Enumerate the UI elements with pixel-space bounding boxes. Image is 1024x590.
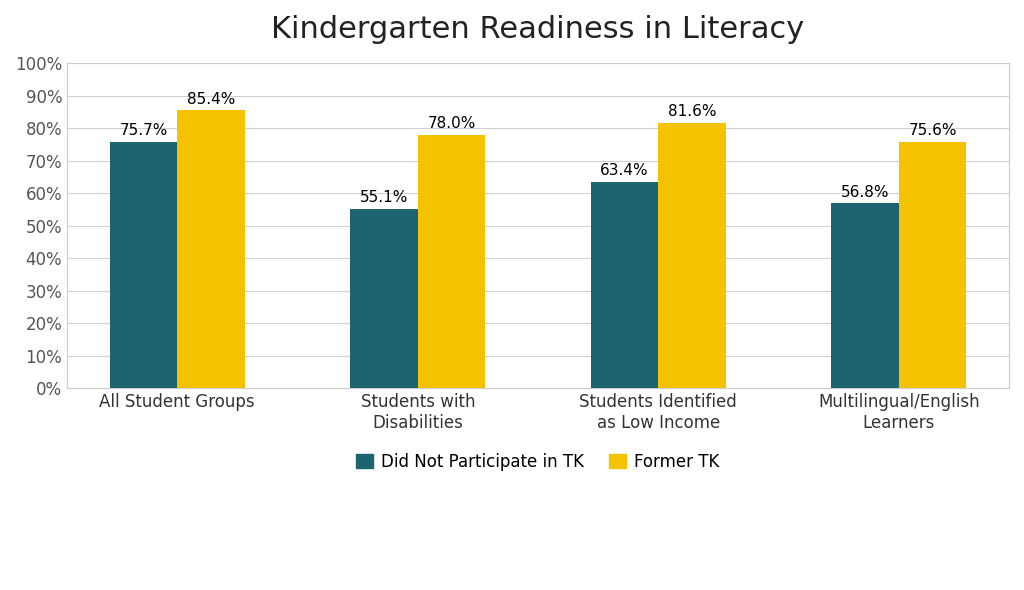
Text: 81.6%: 81.6% [668,104,716,119]
Text: 55.1%: 55.1% [359,190,409,205]
Bar [110,142,177,388]
Text: 75.6%: 75.6% [908,123,956,139]
Text: 78.0%: 78.0% [427,116,476,130]
Bar [658,123,726,388]
Text: 85.4%: 85.4% [186,91,236,107]
Bar [177,110,245,388]
Bar [418,135,485,388]
Legend: Did Not Participate in TK, Former TK: Did Not Participate in TK, Former TK [350,446,726,477]
Bar [350,209,418,388]
Text: 56.8%: 56.8% [841,185,890,199]
Text: 63.4%: 63.4% [600,163,649,178]
Title: Kindergarten Readiness in Literacy: Kindergarten Readiness in Literacy [271,15,805,44]
Text: 75.7%: 75.7% [120,123,168,138]
Bar [899,142,967,388]
Bar [591,182,658,388]
Bar [831,204,899,388]
